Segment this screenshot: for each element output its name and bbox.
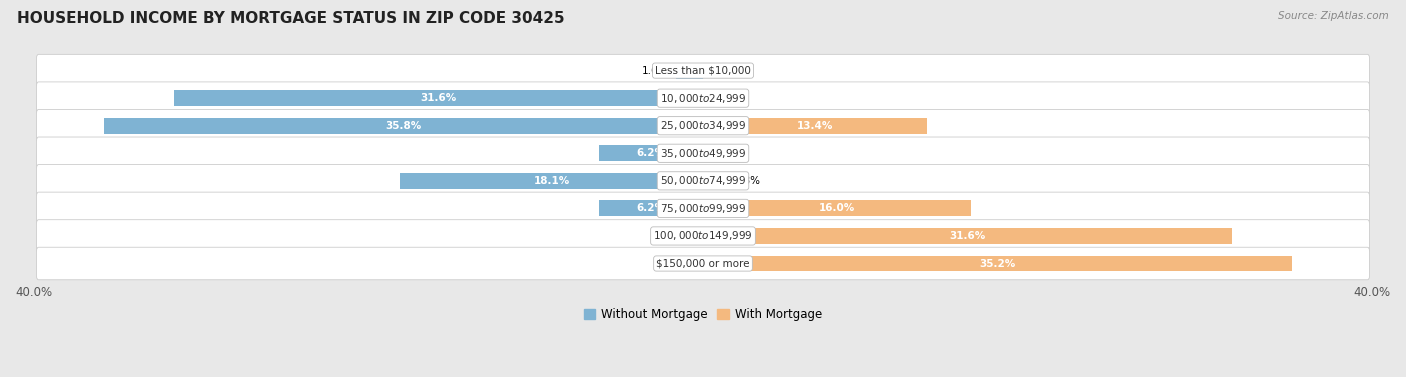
Text: $10,000 to $24,999: $10,000 to $24,999 <box>659 92 747 105</box>
Text: 35.8%: 35.8% <box>385 121 422 131</box>
Text: 16.0%: 16.0% <box>818 204 855 213</box>
Text: 31.6%: 31.6% <box>949 231 986 241</box>
Text: 0.98%: 0.98% <box>728 176 761 186</box>
Text: 1.6%: 1.6% <box>641 66 668 76</box>
Text: 35.2%: 35.2% <box>980 259 1015 268</box>
Bar <box>599 201 703 216</box>
FancyBboxPatch shape <box>37 109 1369 142</box>
Text: Source: ZipAtlas.com: Source: ZipAtlas.com <box>1278 11 1389 21</box>
Text: 18.1%: 18.1% <box>533 176 569 186</box>
Bar <box>703 201 970 216</box>
FancyBboxPatch shape <box>37 137 1369 170</box>
Bar <box>401 173 703 189</box>
Bar <box>174 90 703 106</box>
Text: HOUSEHOLD INCOME BY MORTGAGE STATUS IN ZIP CODE 30425: HOUSEHOLD INCOME BY MORTGAGE STATUS IN Z… <box>17 11 564 26</box>
Text: $35,000 to $49,999: $35,000 to $49,999 <box>659 147 747 160</box>
Text: 13.4%: 13.4% <box>797 121 834 131</box>
Bar <box>703 228 1232 244</box>
Text: 6.2%: 6.2% <box>637 148 665 158</box>
FancyBboxPatch shape <box>37 165 1369 197</box>
FancyBboxPatch shape <box>37 247 1369 280</box>
Bar <box>676 63 703 78</box>
Text: 0.0%: 0.0% <box>668 259 695 268</box>
Text: $25,000 to $34,999: $25,000 to $34,999 <box>659 119 747 132</box>
Bar <box>703 118 928 134</box>
Text: 6.2%: 6.2% <box>637 204 665 213</box>
FancyBboxPatch shape <box>37 54 1369 87</box>
Text: 0.52%: 0.52% <box>652 231 686 241</box>
Bar <box>104 118 703 134</box>
Text: $150,000 or more: $150,000 or more <box>657 259 749 268</box>
Text: 0.0%: 0.0% <box>711 66 738 76</box>
Text: $75,000 to $99,999: $75,000 to $99,999 <box>659 202 747 215</box>
Text: 31.6%: 31.6% <box>420 93 457 103</box>
FancyBboxPatch shape <box>37 82 1369 115</box>
Bar <box>703 173 720 189</box>
Legend: Without Mortgage, With Mortgage: Without Mortgage, With Mortgage <box>579 303 827 326</box>
Bar <box>599 145 703 161</box>
Text: 0.0%: 0.0% <box>711 148 738 158</box>
Text: Less than $10,000: Less than $10,000 <box>655 66 751 76</box>
Text: $100,000 to $149,999: $100,000 to $149,999 <box>654 230 752 242</box>
Text: $50,000 to $74,999: $50,000 to $74,999 <box>659 174 747 187</box>
FancyBboxPatch shape <box>37 192 1369 225</box>
Bar <box>695 228 703 244</box>
FancyBboxPatch shape <box>37 220 1369 252</box>
Text: 0.0%: 0.0% <box>711 93 738 103</box>
Bar <box>703 256 1292 271</box>
